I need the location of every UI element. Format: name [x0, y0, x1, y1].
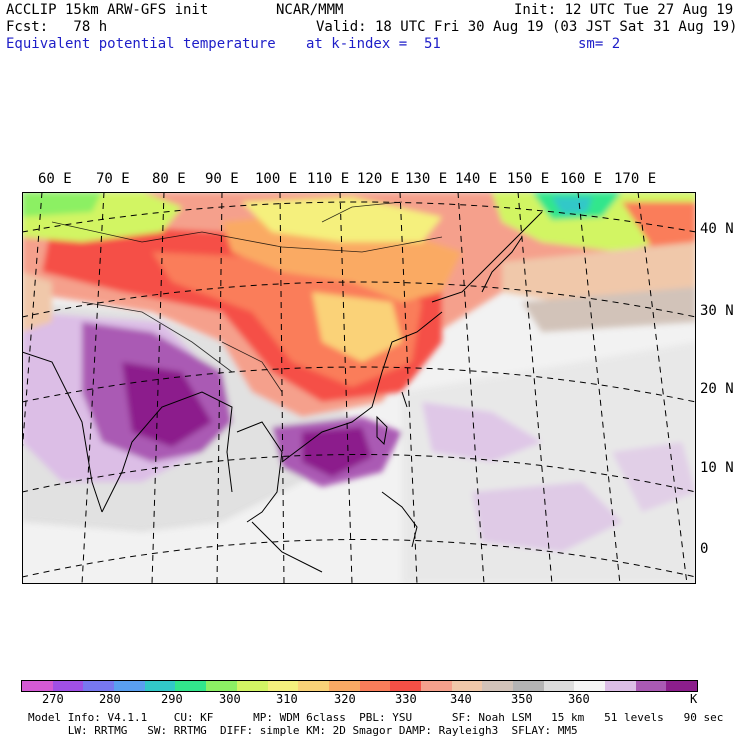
model-info: Model Info: V4.1.1 CU: KF MP: WDM 6class…	[28, 711, 724, 724]
coastlines	[22, 211, 543, 573]
colorbar-swatch	[328, 681, 360, 691]
lon-label: 140 E	[455, 171, 498, 187]
field-shading	[22, 192, 696, 584]
colorbar-tick-label: 330	[395, 692, 417, 706]
lon-label: 150 E	[507, 171, 550, 187]
lon-label: 90 E	[205, 171, 239, 187]
lon-label: 110 E	[307, 171, 350, 187]
colorbar-swatch	[114, 681, 145, 691]
forecast-hour: Fcst: 78 h	[6, 19, 108, 35]
colorbar-tick-label: 310	[276, 692, 298, 706]
lon-label: 160 E	[560, 171, 603, 187]
colorbar-swatch	[267, 681, 299, 691]
colorbar-tick-label: 270	[42, 692, 64, 706]
colorbar-ticks: 270 280 290 300 310 320 330 340 350 360	[0, 693, 740, 707]
lat-label: 20 N	[700, 381, 734, 397]
colorbar-swatch	[175, 681, 207, 691]
colorbar-swatch	[482, 681, 513, 691]
lat-label: 30 N	[700, 303, 734, 319]
lon-label: 170 E	[614, 171, 657, 187]
colorbar-swatch	[390, 681, 421, 691]
lon-label: 100 E	[255, 171, 298, 187]
colorbar	[21, 680, 698, 692]
colorbar-tick-label: 350	[511, 692, 533, 706]
lat-label: 40 N	[700, 221, 734, 237]
longitude-labels: 60 E 70 E 80 E 90 E 100 E 110 E 120 E 130 E 140 …	[0, 171, 740, 187]
colorbar-tick-label: 360	[568, 692, 590, 706]
colorbar-unit: K	[690, 692, 698, 706]
field-name: Equivalent potential temperature	[6, 36, 276, 52]
lon-label: 80 E	[152, 171, 186, 187]
smoothing-label: sm= 2	[578, 36, 621, 52]
colorbar-swatch	[420, 681, 452, 691]
lon-label: 70 E	[96, 171, 130, 187]
colorbar-swatch	[206, 681, 237, 691]
colorbar-swatch	[605, 681, 636, 691]
colorbar-swatch	[574, 681, 606, 691]
colorbar-tick-label: 280	[99, 692, 121, 706]
colorbar-tick-label: 300	[219, 692, 241, 706]
theta-e-map	[22, 192, 696, 584]
colorbar-swatch	[22, 681, 53, 691]
colorbar-swatch	[298, 681, 329, 691]
physics-info: LW: RRTMG SW: RRTMG DIFF: simple KM: 2D …	[28, 724, 578, 737]
colorbar-tick-label: 320	[334, 692, 356, 706]
borders	[51, 201, 443, 393]
colorbar-tick-label: 290	[161, 692, 183, 706]
lon-label: 120 E	[357, 171, 400, 187]
model-title: ACCLIP 15km ARW-GFS init	[6, 2, 209, 18]
init-time: Init: 12 UTC Tue 27 Aug 19	[514, 2, 734, 18]
colorbar-swatch	[666, 681, 698, 691]
colorbar-swatch	[451, 681, 483, 691]
level-label: at k-index = 51	[306, 36, 441, 52]
lat-label: 10 N	[700, 460, 734, 476]
colorbar-swatch	[543, 681, 575, 691]
map-frame	[22, 192, 696, 584]
colorbar-swatch	[635, 681, 667, 691]
colorbar-swatch	[236, 681, 268, 691]
colorbar-swatch	[83, 681, 115, 691]
colorbar-tick-label: 340	[450, 692, 472, 706]
colorbar-swatch	[144, 681, 176, 691]
colorbar-swatch	[52, 681, 84, 691]
lat-label: 0	[700, 541, 709, 557]
colorbar-swatch	[513, 681, 544, 691]
valid-time: Valid: 18 UTC Fri 30 Aug 19 (03 JST Sat …	[316, 19, 738, 35]
lon-label: 60 E	[38, 171, 72, 187]
lon-label: 130 E	[405, 171, 448, 187]
colorbar-swatch	[359, 681, 391, 691]
org-label: NCAR/MMM	[276, 2, 344, 18]
